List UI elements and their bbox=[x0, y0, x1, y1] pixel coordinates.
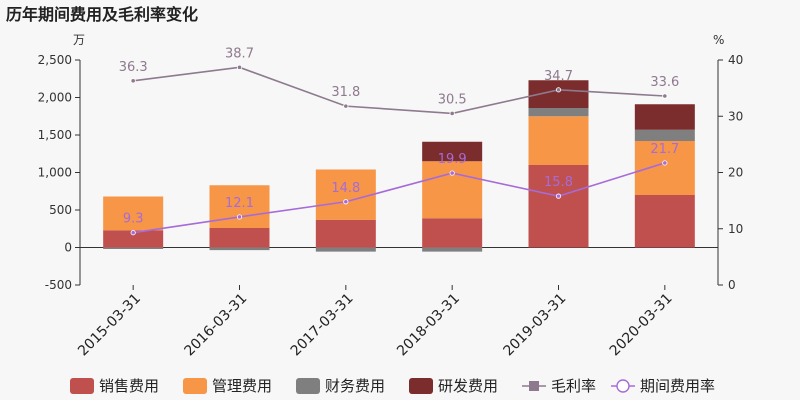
right-tick-label: 0 bbox=[728, 278, 736, 292]
legend-item[interactable]: 毛利率 bbox=[522, 377, 596, 395]
chart-title: 历年期间费用及毛利率变化 bbox=[6, 5, 198, 24]
x-tick-label: 2016-03-31 bbox=[181, 291, 250, 360]
line-point bbox=[662, 93, 668, 99]
legend-item[interactable]: 研发费用 bbox=[409, 377, 498, 395]
right-tick-label: 10 bbox=[728, 222, 743, 236]
data-label: 38.7 bbox=[225, 46, 254, 61]
bars bbox=[103, 80, 695, 252]
bar-segment bbox=[634, 195, 695, 248]
left-tick-label: 1,500 bbox=[38, 128, 72, 142]
left-axis-unit: 万 bbox=[73, 33, 85, 47]
lines: 36.3 38.7 31.8 30.5 34.7 33.6 9.3 12.1 14.8 19.9 1… bbox=[119, 46, 679, 236]
x-tick-label: 2015-03-31 bbox=[75, 291, 144, 360]
bar-segment bbox=[103, 230, 164, 248]
right-tick-label: 40 bbox=[728, 53, 743, 67]
left-tick-label: -500 bbox=[45, 278, 72, 292]
legend-item[interactable]: 管理费用 bbox=[183, 377, 272, 395]
bar-segment bbox=[209, 228, 270, 248]
line-point bbox=[343, 103, 349, 109]
legend-marker bbox=[529, 381, 539, 391]
line-point bbox=[449, 110, 455, 117]
bar-segment bbox=[103, 247, 164, 249]
data-label: 15.8 bbox=[544, 175, 573, 190]
data-label: 33.6 bbox=[650, 75, 679, 90]
bar-segment bbox=[634, 104, 695, 130]
legend-swatch bbox=[70, 378, 94, 394]
data-label: 21.7 bbox=[650, 142, 679, 157]
bar-segment bbox=[528, 108, 589, 117]
data-label: 19.9 bbox=[438, 152, 467, 167]
legend-item[interactable]: 期间费用率 bbox=[611, 377, 715, 395]
legend-label: 研发费用 bbox=[438, 377, 498, 395]
x-tick-label: 2020-03-31 bbox=[607, 291, 676, 360]
line-point bbox=[130, 78, 136, 84]
bar-segment bbox=[422, 141, 483, 162]
bar-segment bbox=[209, 247, 270, 251]
x-axis-ticks: 2015-03-31 2016-03-31 2017-03-31 2018-03-31… bbox=[75, 285, 676, 359]
legend-swatch bbox=[183, 378, 207, 394]
bar-segment bbox=[528, 116, 589, 165]
bar-segment bbox=[103, 196, 164, 231]
legend-label: 财务费用 bbox=[325, 377, 385, 395]
legend-label: 销售费用 bbox=[99, 377, 159, 395]
bar-segment bbox=[634, 129, 695, 141]
right-tick-label: 30 bbox=[728, 109, 743, 123]
line-point bbox=[555, 193, 562, 199]
legend[interactable]: 销售费用 管理费用 财务费用 研发费用 毛利率 期间费用率 bbox=[70, 377, 715, 395]
line-point bbox=[130, 230, 136, 236]
bar-segment bbox=[315, 169, 376, 220]
legend-label: 期间费用率 bbox=[640, 377, 715, 395]
left-tick-label: 1,000 bbox=[38, 166, 72, 180]
bar-segment bbox=[634, 141, 695, 195]
bar-segment bbox=[422, 247, 483, 252]
legend-marker bbox=[616, 379, 630, 393]
right-tick-label: 20 bbox=[728, 166, 743, 180]
left-tick-label: 500 bbox=[49, 203, 72, 217]
legend-item[interactable]: 财务费用 bbox=[296, 377, 385, 395]
x-tick-label: 2018-03-31 bbox=[394, 291, 463, 360]
legend-item[interactable]: 销售费用 bbox=[70, 377, 159, 395]
right-axis-unit: % bbox=[713, 33, 724, 47]
data-label: 14.8 bbox=[331, 181, 360, 196]
x-tick-label: 2019-03-31 bbox=[500, 291, 569, 360]
line-point bbox=[662, 160, 668, 166]
data-label: 9.3 bbox=[123, 212, 144, 227]
line-series bbox=[133, 162, 666, 234]
bar-segment bbox=[528, 165, 589, 248]
line-point bbox=[343, 199, 349, 205]
left-tick-label: 2,000 bbox=[38, 91, 72, 105]
data-label: 31.8 bbox=[331, 85, 360, 100]
data-label: 34.7 bbox=[544, 69, 573, 84]
line-point bbox=[236, 64, 243, 70]
data-label: 12.1 bbox=[225, 196, 254, 211]
x-tick-label: 2017-03-31 bbox=[288, 291, 357, 360]
data-label: 30.5 bbox=[438, 92, 467, 107]
left-tick-label: 2,500 bbox=[38, 53, 72, 67]
bar-segment bbox=[209, 185, 270, 228]
legend-label: 毛利率 bbox=[551, 377, 596, 395]
line-series bbox=[133, 66, 665, 115]
bar-segment bbox=[315, 219, 376, 248]
axes: -500 0 500 1,000 1,500 2,000 2,500 0 10 20 30 40 bbox=[38, 53, 744, 292]
bar-segment bbox=[315, 247, 376, 252]
line-point bbox=[449, 170, 455, 176]
line-point bbox=[555, 87, 562, 93]
left-tick-label: 0 bbox=[64, 241, 72, 255]
legend-swatch bbox=[409, 378, 433, 394]
bar-segment bbox=[422, 218, 483, 248]
bar-segment bbox=[422, 161, 483, 219]
legend-label: 管理费用 bbox=[212, 377, 272, 395]
data-label: 36.3 bbox=[119, 60, 148, 75]
legend-swatch bbox=[296, 378, 320, 394]
line-point bbox=[236, 214, 243, 220]
